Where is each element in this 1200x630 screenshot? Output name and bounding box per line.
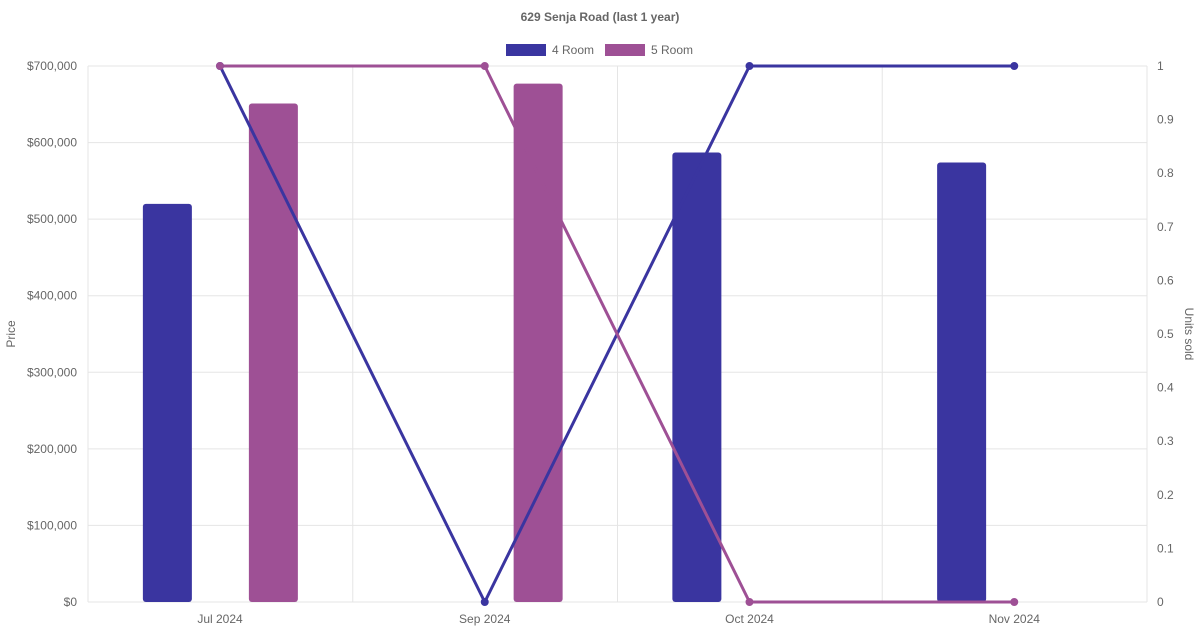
bar-5-room-jul-2024: [248, 103, 298, 603]
bar-4-room-jul-2024: [142, 203, 192, 603]
legend-label-4-room: 4 Room: [552, 43, 594, 57]
left-tick-label: $100,000: [27, 518, 77, 532]
left-tick-label: $200,000: [27, 442, 77, 456]
left-tick-label: $300,000: [27, 365, 77, 379]
line-5-room-units-sold: [220, 64, 1015, 604]
point-5-room-sep-2024: [480, 62, 489, 70]
point-4-room-sep-2024: [480, 598, 489, 606]
bar-5-room-sep-2024: [513, 83, 563, 602]
legend[interactable]: 4 Room 5 Room: [506, 43, 693, 57]
right-tick-label: 0.3: [1157, 434, 1174, 448]
bars: [142, 83, 987, 603]
right-tick-label: 0.2: [1157, 488, 1174, 502]
right-tick-label: 0.7: [1157, 220, 1174, 234]
legend-swatch-5-room: [605, 44, 645, 56]
point-5-room-jul-2024: [216, 62, 224, 70]
x-axis-ticks: Jul 2024 Sep 2024 Oct 2024 Nov 2024: [197, 612, 1040, 626]
legend-item-5-room[interactable]: 5 Room: [605, 43, 693, 57]
point-5-room-nov-2024: [1010, 598, 1019, 606]
x-tick-label: Oct 2024: [725, 612, 774, 626]
x-tick-label: Nov 2024: [989, 612, 1041, 626]
right-tick-label: 0.6: [1157, 273, 1174, 287]
x-tick-label: Sep 2024: [459, 612, 511, 626]
x-tick-label: Jul 2024: [197, 612, 243, 626]
legend-swatch-4-room: [506, 44, 546, 56]
left-tick-label: $0: [64, 595, 78, 609]
left-tick-label: $600,000: [27, 136, 77, 150]
right-tick-label: 0.4: [1157, 381, 1174, 395]
chart-title: 629 Senja Road (last 1 year): [521, 10, 680, 24]
right-tick-label: 0.8: [1157, 166, 1174, 180]
left-axis-title: Price: [4, 320, 18, 348]
right-axis-title: Units sold: [1182, 308, 1196, 361]
legend-label-5-room: 5 Room: [651, 43, 693, 57]
lines: [216, 62, 1019, 606]
bar-4-room-nov-2024: [937, 162, 987, 603]
bar-4-room-oct-2024: [672, 152, 722, 603]
left-tick-label: $700,000: [27, 59, 77, 73]
right-tick-label: 0.9: [1157, 113, 1174, 127]
point-5-room-oct-2024: [745, 598, 754, 606]
right-tick-label: 0: [1157, 595, 1164, 609]
right-tick-label: 0.5: [1157, 327, 1174, 341]
left-tick-label: $400,000: [27, 289, 77, 303]
right-tick-label: 0.1: [1157, 541, 1174, 555]
right-axis-ticks: 0 0.1 0.2 0.3 0.4 0.5 0.6 0.7 0.8 0.9 1: [1157, 59, 1174, 609]
right-tick-label: 1: [1157, 59, 1164, 73]
point-4-room-oct-2024: [745, 62, 754, 70]
left-axis-ticks: $0 $100,000 $200,000 $300,000 $400,000 $500,0…: [27, 59, 77, 609]
point-4-room-nov-2024: [1010, 62, 1019, 70]
legend-item-4-room[interactable]: 4 Room: [506, 43, 594, 57]
left-tick-label: $500,000: [27, 212, 77, 226]
